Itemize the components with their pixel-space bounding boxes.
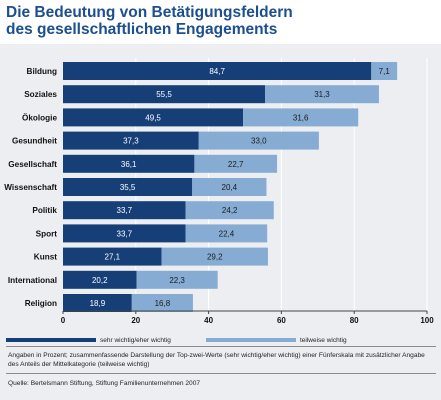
chart-title-line-2: des gesellschaftlichen Engagements	[6, 21, 278, 38]
legend-swatch-secondary	[206, 338, 296, 343]
data-label-primary: 55,5	[156, 90, 172, 99]
bar-secondary	[185, 224, 268, 243]
data-label-primary: 49,5	[145, 113, 161, 122]
category-label: Religion	[25, 299, 57, 308]
bar-secondary	[136, 270, 218, 289]
chart-title: Die Bedeutung von Betätigungsfeldern des…	[6, 4, 293, 38]
bar-primary	[63, 108, 244, 127]
bar-primary	[63, 154, 195, 173]
data-label-primary: 84,7	[209, 67, 225, 76]
bar-primary	[63, 224, 186, 243]
legend-label-primary: sehr wichtig/eher wichtig	[100, 337, 171, 344]
bar-secondary	[243, 108, 359, 127]
x-tick-label: 80	[350, 316, 359, 325]
bar-primary	[63, 62, 372, 80]
bar-secondary	[161, 247, 268, 266]
bar-chart: Bildung 84,7 7,1 Soziales 55,5 31,3 Ökologie 49…	[4, 58, 434, 325]
data-label-primary: 18,9	[90, 299, 106, 308]
data-label-secondary: 22,7	[228, 160, 244, 169]
data-label-secondary: 22,3	[169, 276, 185, 285]
data-label-primary: 35,5	[120, 183, 136, 192]
bar-primary	[63, 201, 186, 220]
bar-primary	[63, 85, 266, 104]
data-label-secondary: 33,0	[251, 137, 267, 146]
bar-primary	[63, 294, 132, 312]
x-tick-label: 0	[61, 316, 66, 325]
bar-primary	[63, 131, 199, 150]
source-note: Quelle: Bertelsmann Stiftung, Stiftung F…	[8, 380, 201, 387]
category-label: Gesellschaft	[8, 160, 57, 169]
data-label-secondary: 7,1	[379, 67, 391, 76]
footnote: Angaben in Prozent; zusammenfassende Dar…	[8, 352, 425, 368]
chart-panel: Bildung 84,7 7,1 Soziales 55,5 31,3 Ökologie 49…	[0, 44, 441, 400]
data-label-primary: 37,3	[123, 137, 139, 146]
data-label-primary: 27,1	[105, 253, 121, 262]
data-label-secondary: 22,4	[219, 229, 235, 238]
category-label: Ökologie	[22, 112, 57, 122]
divider-1	[6, 346, 436, 347]
x-tick-label: 40	[204, 316, 213, 325]
bar-secondary	[185, 201, 274, 220]
bar-secondary	[194, 154, 278, 173]
data-label-secondary: 29,2	[207, 253, 223, 262]
bar-secondary	[192, 178, 267, 196]
data-label-primary: 36,1	[121, 160, 137, 169]
data-label-secondary: 24,2	[222, 206, 238, 215]
data-label-secondary: 31,6	[293, 113, 309, 122]
category-label: Soziales	[24, 90, 57, 99]
category-label: Bildung	[27, 67, 57, 76]
bar-secondary	[265, 85, 379, 104]
data-label-secondary: 16,8	[155, 299, 171, 308]
bar-secondary	[198, 131, 319, 150]
category-label: Wissenschaft	[4, 183, 57, 192]
x-tick-label: 20	[131, 316, 140, 325]
data-label-primary: 20,2	[92, 276, 108, 285]
bar-primary	[63, 270, 137, 289]
legend-item-secondary: teilweise wichtig	[206, 337, 347, 344]
legend-item-primary: sehr wichtig/eher wichtig	[6, 337, 171, 344]
x-tick-label: 100	[420, 316, 434, 325]
data-label-secondary: 31,3	[314, 90, 330, 99]
category-label: Sport	[36, 229, 58, 238]
data-label-secondary: 20,4	[222, 183, 238, 192]
divider-2	[6, 373, 436, 374]
chart-title-line-1: Die Bedeutung von Betätigungsfeldern	[6, 4, 293, 21]
category-label: Kunst	[34, 253, 57, 262]
legend-label-secondary: teilweise wichtig	[300, 337, 347, 344]
bar-primary	[63, 178, 193, 196]
bar-secondary	[371, 62, 398, 80]
category-label: Gesundheit	[12, 137, 57, 146]
data-label-primary: 33,7	[117, 206, 133, 215]
legend-swatch-primary	[6, 338, 96, 343]
x-tick-label: 60	[277, 316, 286, 325]
data-label-primary: 33,7	[117, 229, 133, 238]
bar-primary	[63, 247, 162, 266]
category-label: International	[8, 276, 57, 285]
bar-secondary	[131, 294, 193, 312]
category-label: Politik	[32, 206, 57, 215]
